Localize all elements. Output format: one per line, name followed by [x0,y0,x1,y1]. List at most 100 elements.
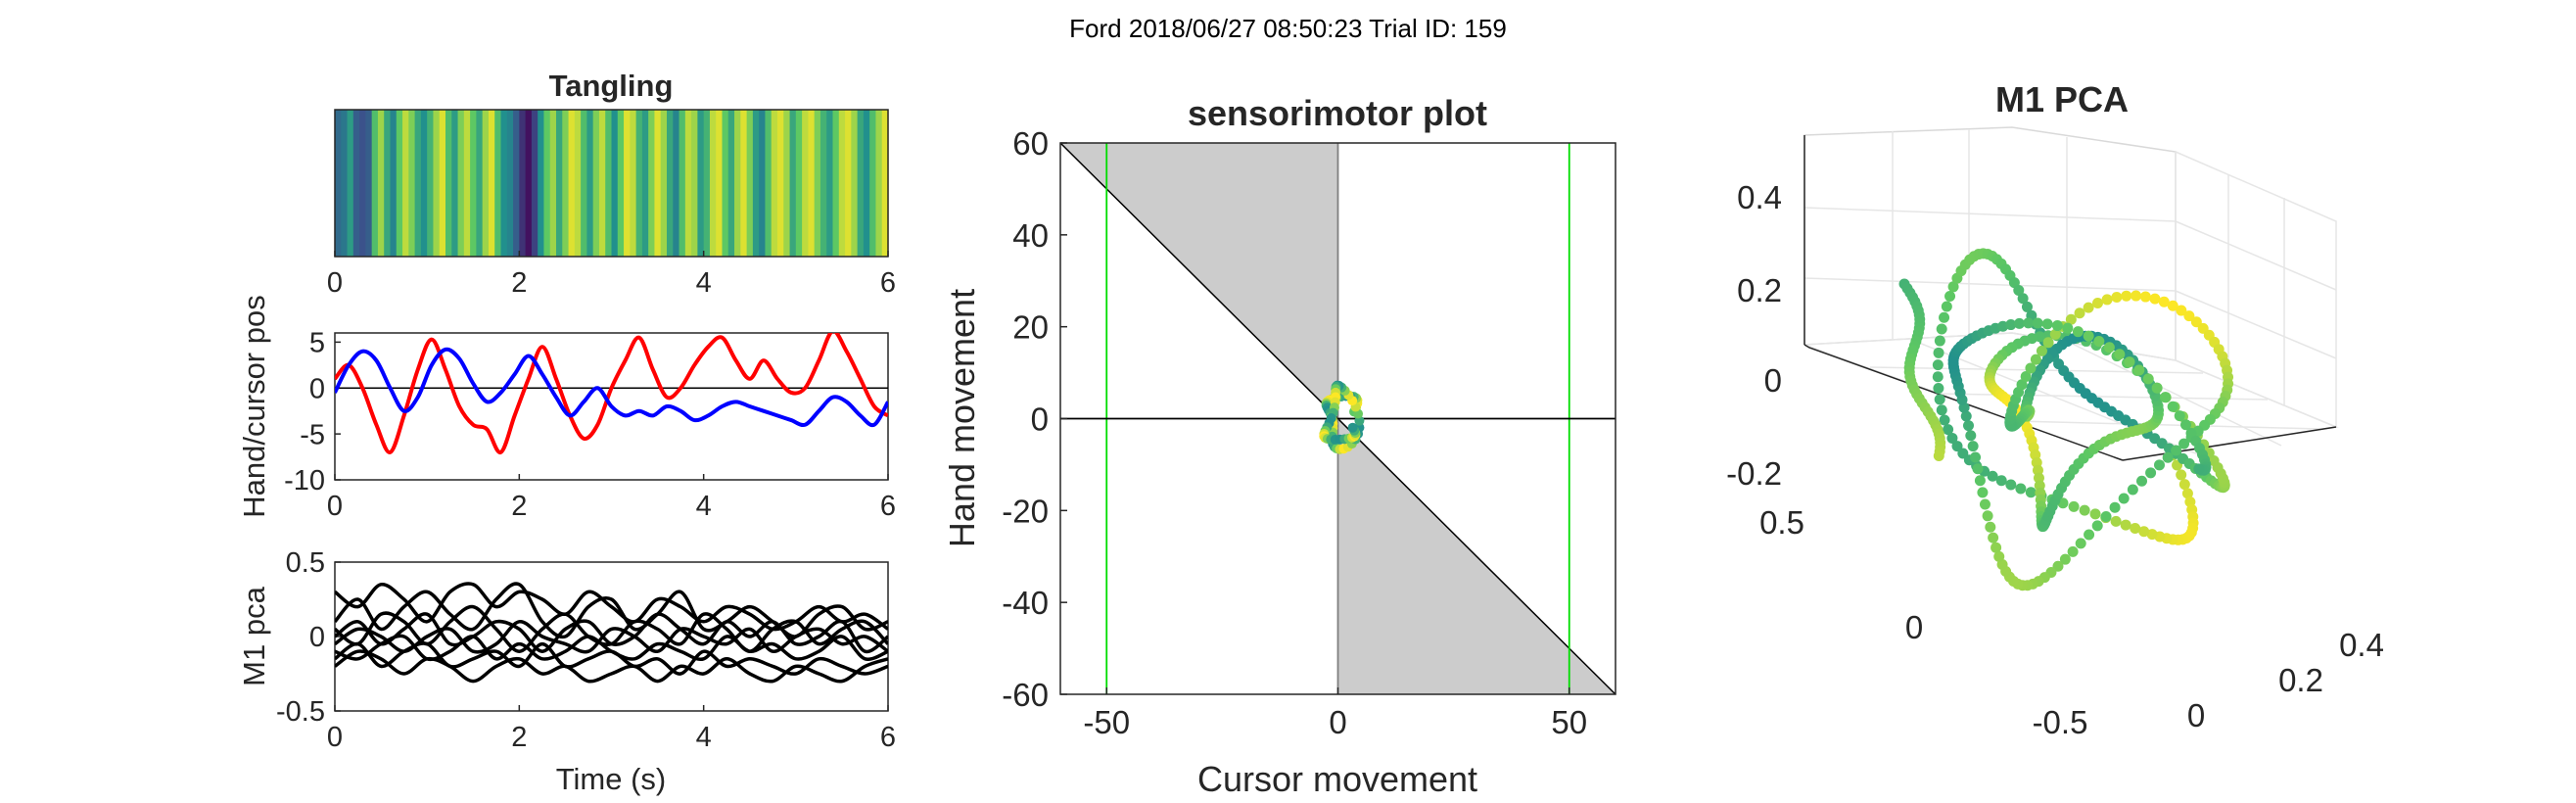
scatter-point-3d [2118,493,2130,504]
heat-cell [506,110,514,257]
scatter-point-3d [1991,542,2002,553]
scatter-point-3d [2075,538,2086,549]
scatter-point-3d [2101,294,2113,306]
heat-cell [494,110,502,257]
scatter-point-3d [2139,291,2151,303]
scatter-point-3d [2114,349,2126,360]
scatter-point-3d [2190,316,2202,328]
heat-cell [673,110,680,257]
heat-cell [838,110,846,257]
figure-suptitle: Ford 2018/06/27 08:50:23 Trial ID: 159 [1069,14,1507,43]
scatter-point-3d [2068,500,2080,512]
heat-cell [814,110,821,257]
heat-cell [777,110,784,257]
axes-box [334,332,889,481]
heat-cell [648,110,656,257]
z-tick-label: 0 [1764,362,1782,399]
scatter-point-3d [1965,430,1977,442]
heat-cell [463,110,471,257]
heat-cell [384,110,392,257]
y-tick-label: -5 [300,419,325,450]
x-tick-label: 0 [1329,704,1346,740]
scatter-point-3d [2145,467,2157,479]
scatter-point-3d [1987,470,1998,482]
heat-cell [396,110,403,257]
scatter-point-3d [1933,347,1944,358]
scatter-point-3d [2079,504,2090,516]
sensorimotor-ylabel: Hand movement [942,289,982,547]
hand-cursor-lines [335,333,888,454]
x-tick-label: 2 [511,722,527,753]
scatter-point-3d [2159,392,2171,403]
heat-cell [451,110,459,257]
x-tick-label: 0 [327,491,343,522]
scatter-point-3d [1957,448,1969,459]
y-tick-label: -20 [1002,493,1049,529]
scatter-point-3d [2013,317,2025,329]
x-tick-label: 6 [880,267,896,299]
tangling-title: Tangling [549,69,674,103]
m1-pca-3d-panel: M1 PCA 0.4 0.2 0 -0.2 0.5 0 [1726,79,2384,740]
heat-cell [371,110,379,257]
heat-cell [722,110,729,257]
scatter-point-3d [2059,553,2071,565]
scatter-point-3d [1934,335,1945,347]
heat-cell [543,110,551,257]
sensorimotor-panel: sensorimotor plot -50 0 50 60 40 20 0 -20 -40 -60… [942,93,1616,799]
heat-cell [691,110,698,257]
heat-cell [482,110,490,257]
heat-cell [869,110,877,257]
scatter-point-3d [2020,371,2032,383]
heat-cell [500,110,508,257]
heat-cell [863,110,870,257]
scatter-point-3d [1944,290,1956,302]
scatter-point-3d [2005,479,2017,491]
series-line [335,649,888,684]
scatter-point-3d [1972,463,1984,475]
heat-cell [734,110,741,257]
scatter-point-3d [2023,317,2035,329]
heat-cell [549,110,557,257]
heat-cell [377,110,385,257]
scatter-point-3d [1951,441,1963,452]
heat-cell [513,110,520,257]
scatter-point-3d [1962,420,1974,432]
x-tick-label: 0.2 [2278,662,2323,698]
scatter-point-3d [2142,373,2154,385]
heat-cell [420,110,428,257]
heat-cell [820,110,827,257]
hand-cursor-axes: 0 2 4 6 5 0 -5 -10 [284,328,896,522]
scatter-point-3d [2183,310,2195,322]
scatter-point-3d [2181,488,2193,499]
sensorimotor-plot-area [1060,143,1616,694]
x-tick-label: 4 [696,722,712,753]
scatter-point-3d [2167,300,2178,311]
heat-cell [660,110,668,257]
y-tick-label: -40 [1002,585,1049,621]
y-tick-label: 0 [1031,402,1049,438]
scatter-point-3d [1960,410,1972,422]
scatter-point-3d [2158,296,2170,307]
series-line [335,582,888,632]
heat-cell [808,110,816,257]
y-tick-label: 40 [1012,217,1049,254]
heat-cell [679,110,686,257]
scatter-point-3d [2030,354,2041,365]
scatter-point-3d [2016,379,2028,391]
scatter-point-3d [1947,281,1959,293]
y-tick-label: -0.5 [276,696,325,728]
scatter-point-3d [2131,290,2142,302]
x-tick-label: 0.4 [2339,627,2384,663]
scatter-point-3d [1997,320,2009,332]
scatter-point-3d [2100,511,2112,523]
heat-cell [654,110,662,257]
scatter-point-3d [2138,526,2150,538]
heat-cell [525,110,533,257]
x-tick-label: 0 [327,267,343,299]
scatter-point-3d [1939,414,1950,426]
heat-cell [857,110,865,257]
scatter-point-3d [1977,487,1989,498]
scatter-point-3d [2162,451,2174,463]
heat-cell [402,110,409,257]
